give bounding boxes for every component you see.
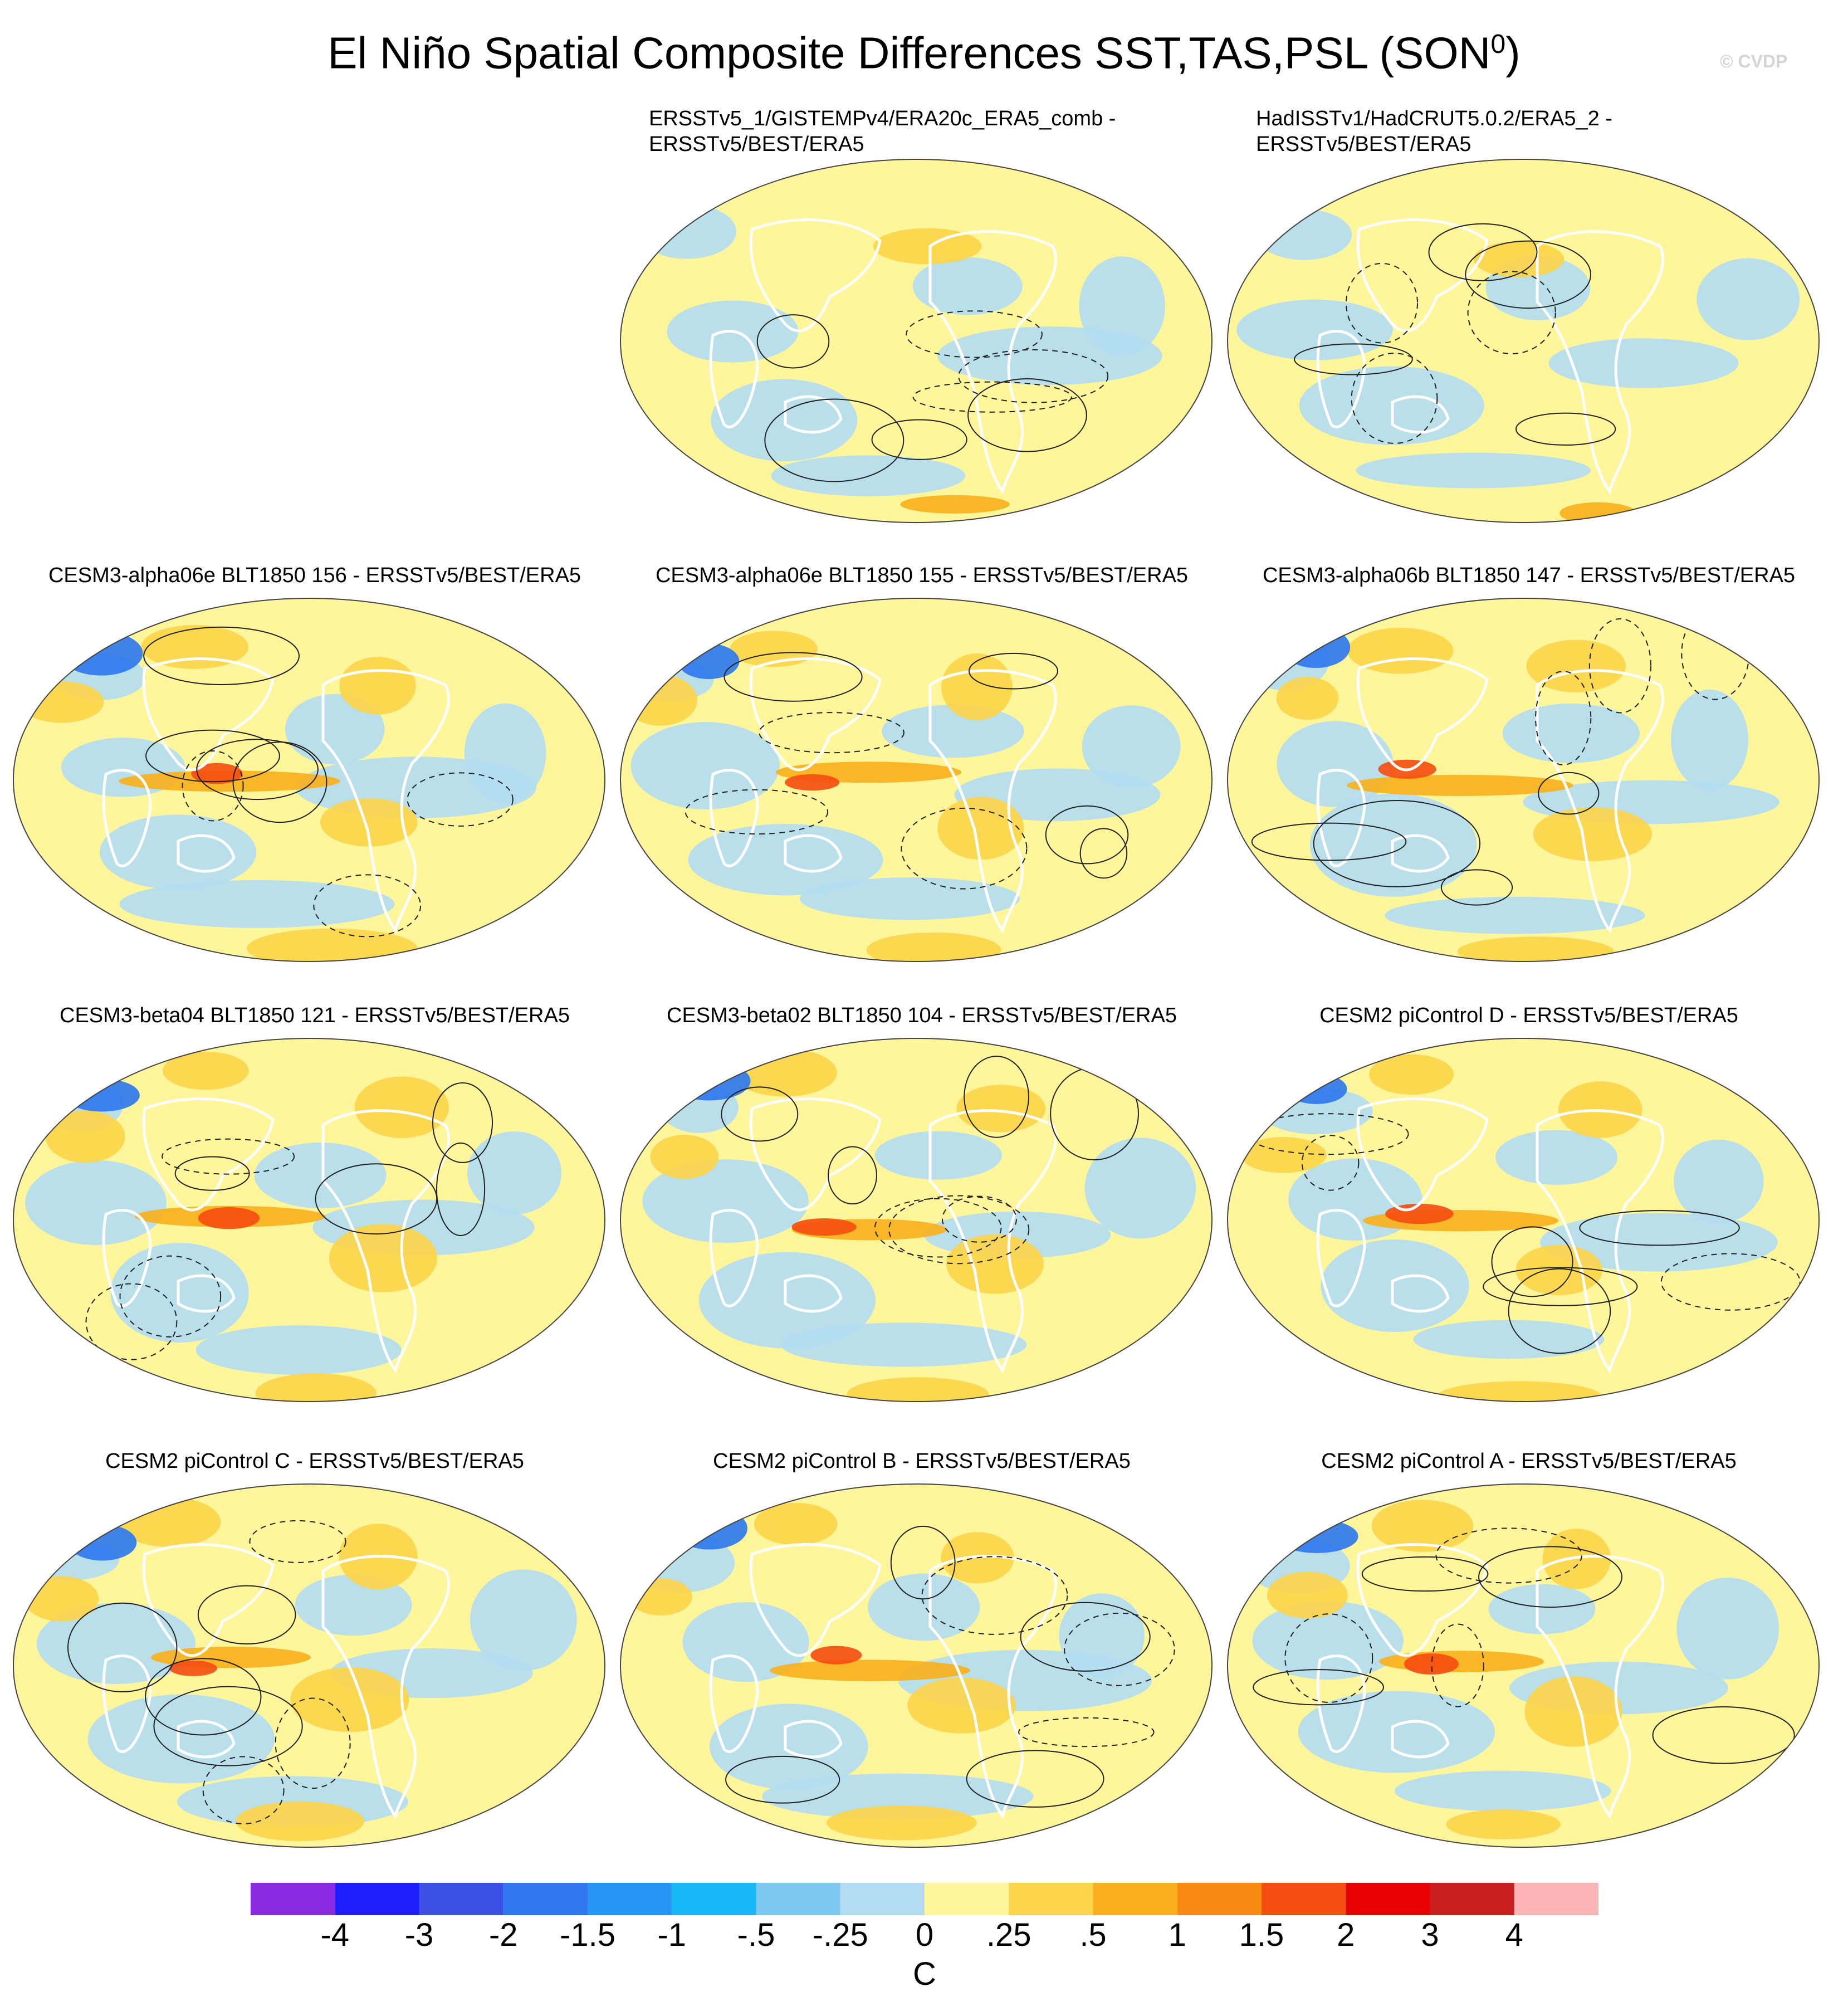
map-panel: CESM3-alpha06e BLT1850 156 - ERSSTv5/BES…	[11, 563, 618, 986]
colorbar-tick-label: 3	[1421, 1917, 1439, 1953]
map-panel: CESM3-beta04 BLT1850 121 - ERSSTv5/BEST/…	[11, 1003, 618, 1426]
world-map	[620, 598, 1213, 962]
panel-title: ERSSTv5_1/GISTEMPv4/ERA20c_ERA5_comb - E…	[649, 107, 1116, 156]
colorbar-tick-label: -2	[488, 1917, 518, 1953]
colorbar-swatch	[840, 1883, 925, 1915]
world-map	[1227, 159, 1820, 523]
world-map	[1227, 1038, 1820, 1402]
panel-title: CESM3-alpha06e BLT1850 156 - ERSSTv5/BES…	[48, 564, 581, 587]
colorbar-swatch	[419, 1883, 503, 1915]
map-panel: CESM3-beta02 BLT1850 104 - ERSSTv5/BEST/…	[618, 1003, 1225, 1426]
colorbar-tick-label: .5	[1079, 1917, 1107, 1953]
watermark: © CVDP	[1720, 51, 1788, 71]
map-panel: CESM3-alpha06e BLT1850 155 - ERSSTv5/BES…	[618, 563, 1225, 986]
colorbar-tick-label: 0	[915, 1917, 934, 1953]
colorbar-tick-label: -.5	[737, 1917, 775, 1953]
colorbar-unit: C	[913, 1956, 936, 1992]
colorbar-swatch	[1430, 1883, 1514, 1915]
world-map	[13, 598, 605, 962]
panel-title: CESM3-alpha06e BLT1850 155 - ERSSTv5/BES…	[655, 564, 1189, 587]
colorbar-swatch	[1177, 1883, 1262, 1915]
colorbar-swatch	[1514, 1883, 1598, 1915]
colorbar-tick-label: 2	[1337, 1917, 1355, 1953]
map-panel: CESM2 piControl B - ERSSTv5/BEST/ERA5	[618, 1448, 1225, 1872]
map-panel: CESM3-alpha06b BLT1850 147 - ERSSTv5/BES…	[1225, 563, 1832, 986]
colorbar-tick-label: -1	[657, 1917, 687, 1953]
colorbar-swatch	[1093, 1883, 1177, 1915]
colorbar-tick-label: 1	[1168, 1917, 1186, 1953]
colorbar-tick-label: -3	[404, 1917, 434, 1953]
colorbar-swatch	[335, 1883, 419, 1915]
colorbar-swatch	[1262, 1883, 1346, 1915]
colorbar-swatch	[672, 1883, 756, 1915]
colorbar-tick-label: 4	[1505, 1917, 1523, 1953]
panel-title: CESM2 piControl A - ERSSTv5/BEST/ERA5	[1321, 1449, 1737, 1473]
colorbar	[251, 1883, 1598, 1915]
world-map	[1227, 1483, 1820, 1848]
panel-title: CESM3-beta04 BLT1850 121 - ERSSTv5/BEST/…	[60, 1004, 570, 1027]
world-map	[13, 1038, 605, 1402]
map-panel: CESM2 piControl C - ERSSTv5/BEST/ERA5	[11, 1448, 618, 1872]
colorbar-tick-label: .25	[986, 1917, 1031, 1953]
colorbar-swatch	[756, 1883, 840, 1915]
panel-title: CESM3-alpha06b BLT1850 147 - ERSSTv5/BES…	[1262, 564, 1796, 587]
colorbar-swatch	[1346, 1883, 1430, 1915]
colorbar-swatch	[251, 1883, 335, 1915]
world-map	[13, 1483, 605, 1848]
map-panel: CESM2 piControl A - ERSSTv5/BEST/ERA5	[1225, 1448, 1832, 1872]
colorbar-tick-label: -4	[320, 1917, 350, 1953]
map-panel: ERSSTv5_1/GISTEMPv4/ERA20c_ERA5_comb - E…	[618, 106, 1225, 529]
map-panel: HadISSTv1/HadCRUT5.0.2/ERA5_2 - ERSSTv5/…	[1225, 106, 1832, 529]
page-title: El Niño Spatial Composite Differences SS…	[327, 28, 1521, 78]
colorbar-tick-label: -1.5	[560, 1917, 615, 1953]
panel-title: HadISSTv1/HadCRUT5.0.2/ERA5_2 - ERSSTv5/…	[1256, 107, 1612, 156]
world-map	[620, 1038, 1213, 1402]
world-map	[620, 1483, 1213, 1848]
colorbar-swatch	[925, 1883, 1009, 1915]
map-panel: CESM2 piControl D - ERSSTv5/BEST/ERA5	[1225, 1003, 1832, 1426]
panel-title: CESM2 piControl D - ERSSTv5/BEST/ERA5	[1319, 1004, 1738, 1027]
panel-title: CESM2 piControl C - ERSSTv5/BEST/ERA5	[105, 1449, 524, 1473]
panel-title: CESM3-beta02 BLT1850 104 - ERSSTv5/BEST/…	[667, 1004, 1177, 1027]
colorbar-swatch	[1009, 1883, 1093, 1915]
colorbar-tick-label: 1.5	[1239, 1917, 1284, 1953]
colorbar-tick-label: -.25	[812, 1917, 868, 1953]
colorbar-swatch	[503, 1883, 588, 1915]
world-map	[1227, 598, 1820, 962]
colorbar-swatch	[588, 1883, 672, 1915]
panel-title: CESM2 piControl B - ERSSTv5/BEST/ERA5	[713, 1449, 1131, 1473]
world-map	[620, 159, 1213, 523]
